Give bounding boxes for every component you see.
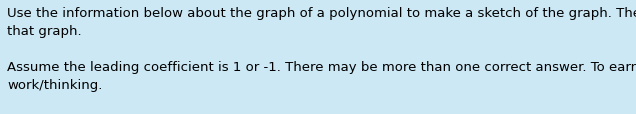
Text: work/thinking.: work/thinking. (7, 78, 102, 91)
Text: that graph.: that graph. (7, 25, 81, 38)
Text: Assume the leading coefficient is 1 or -1. There may be more than one correct an: Assume the leading coefficient is 1 or -… (7, 60, 636, 73)
Text: Use the information below about the graph of a polynomial to make a sketch of th: Use the information below about the grap… (7, 7, 636, 20)
